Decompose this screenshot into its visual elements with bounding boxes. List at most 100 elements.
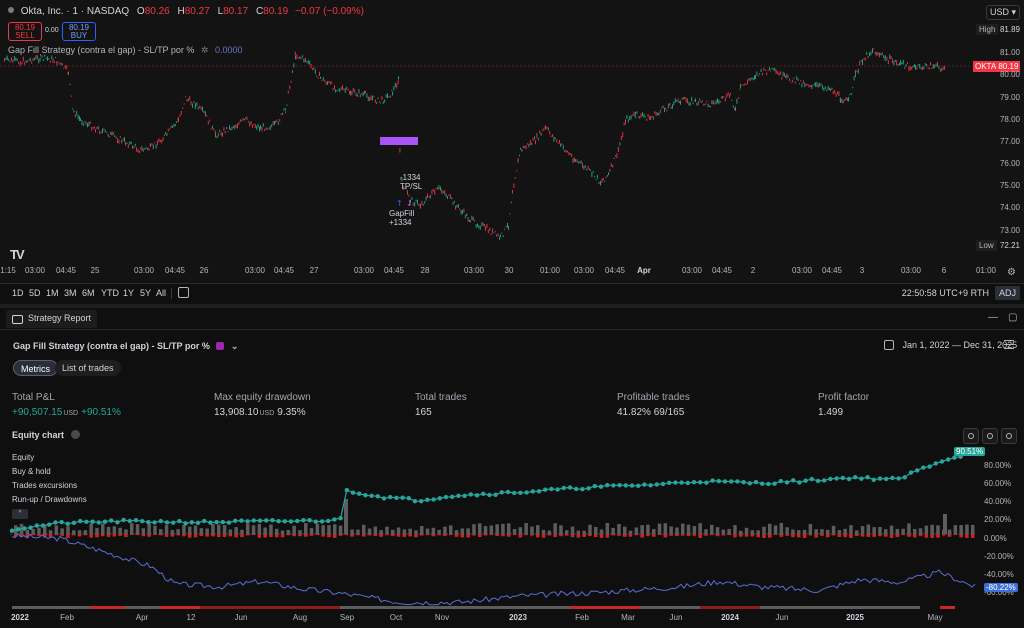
range-6m-button[interactable]: 6M (82, 288, 95, 298)
candle (274, 120, 275, 126)
candle (111, 131, 113, 136)
equity-point (778, 478, 783, 484)
candle (126, 142, 128, 144)
candle (428, 196, 430, 197)
chart-settings-icon[interactable]: ⚙ (1007, 267, 1016, 278)
equity-point (474, 493, 480, 498)
price-chart[interactable]: ↑ ↓ Okta, Inc. · 1 · NASDAQ O80.26 H80.27… (0, 0, 1024, 283)
candle (587, 165, 589, 170)
candle (661, 107, 663, 109)
candle (331, 81, 333, 84)
candle (623, 122, 625, 126)
equity-snapshot-button[interactable] (982, 428, 998, 444)
buy-button[interactable]: 80.19 BUY (62, 22, 96, 41)
candle (912, 65, 914, 68)
range-3m-button[interactable]: 3M (64, 288, 77, 298)
candle (732, 105, 734, 108)
candle (319, 71, 320, 76)
equity-point (791, 478, 796, 483)
maximize-icon[interactable]: ▢ (1008, 312, 1018, 323)
clock-time[interactable]: 22:50:58 UTC+9 (901, 288, 968, 298)
price-candles[interactable]: ↑ ↓ (0, 0, 975, 265)
legend-equity[interactable]: Equity (12, 453, 35, 462)
candle (219, 129, 221, 132)
candle (505, 225, 507, 228)
equity-settings-button[interactable] (963, 428, 979, 444)
runup-bar (594, 527, 598, 534)
candle (214, 130, 216, 134)
candle (500, 234, 501, 237)
tradingview-logo-icon[interactable]: TV (10, 247, 25, 262)
low-label: Low (976, 240, 997, 251)
drawdown-segment (340, 606, 570, 609)
candle (636, 111, 638, 114)
legend-runup-drawdowns[interactable]: Run-up / Drawdowns (12, 495, 87, 504)
currency-selector[interactable]: USD ▾ (985, 5, 1020, 20)
settings-icon[interactable]: ✲ (200, 45, 209, 55)
candle (70, 95, 72, 97)
symbol-title[interactable]: Okta, Inc. · 1 · NASDAQ (20, 6, 130, 17)
runup-bar (943, 514, 947, 534)
range-5y-button[interactable]: 5Y (140, 288, 152, 298)
candle (349, 91, 350, 95)
candle (369, 96, 371, 101)
tab-strategy-report[interactable]: Strategy Report (6, 310, 98, 328)
candle (95, 129, 96, 133)
rth-toggle[interactable]: RTH (970, 288, 989, 298)
chevron-down-icon[interactable]: ⌄ (230, 341, 239, 351)
tab-metrics[interactable]: Metrics (13, 360, 58, 376)
candle (52, 58, 54, 63)
drawdown-bar (913, 534, 917, 538)
equity-x-tick: Oct (389, 613, 403, 622)
strategy-legend[interactable]: Gap Fill Strategy (contra el gap) - SL/T… (8, 45, 243, 56)
range-1y-button[interactable]: 1Y (123, 288, 135, 298)
equity-point (580, 487, 585, 492)
equity-point (853, 475, 858, 480)
runup-bar (524, 523, 528, 534)
candle (352, 88, 354, 92)
candle (49, 60, 51, 63)
menu-icon[interactable] (1002, 337, 1016, 351)
price-axis[interactable]: USD ▾ (978, 0, 1024, 283)
candle (932, 64, 934, 69)
range-ytd-button[interactable]: YTD (101, 288, 119, 298)
equity-fullscreen-button[interactable] (1001, 428, 1017, 444)
drawdown-bar (692, 534, 697, 536)
candle (613, 157, 615, 159)
candle (340, 87, 342, 91)
range-5d-button[interactable]: 5D (29, 288, 41, 298)
candle (197, 107, 199, 110)
legend-collapse-button[interactable]: ^ (12, 509, 28, 519)
runup-bar (588, 524, 592, 534)
candle (217, 132, 219, 137)
candle (256, 125, 258, 130)
drawdown-bar (275, 534, 279, 538)
strategy-title[interactable]: Gap Fill Strategy (contra el gap) - SL/T… (13, 341, 238, 352)
info-icon[interactable] (70, 430, 80, 439)
runup-bar (495, 524, 499, 534)
candle (286, 104, 288, 106)
candle (492, 228, 493, 233)
range-1d-button[interactable]: 1D (12, 288, 24, 298)
candle (411, 196, 413, 200)
sell-button[interactable]: 80.19 SELL (8, 22, 42, 41)
adj-toggle[interactable]: ADJ (994, 286, 1020, 300)
equity-chart[interactable] (0, 440, 980, 612)
tab-list-of-trades[interactable]: List of trades (55, 360, 121, 376)
runup-bar (623, 526, 627, 534)
calendar-icon[interactable] (178, 287, 189, 298)
minimize-icon[interactable]: — (988, 312, 998, 323)
metric-label: Total trades (415, 392, 467, 403)
legend-buy-hold[interactable]: Buy & hold (12, 467, 51, 476)
drawdown-bar (570, 534, 575, 538)
equity-point (939, 459, 945, 464)
range-all-button[interactable]: All (156, 288, 167, 298)
range-1m-button[interactable]: 1M (46, 288, 59, 298)
drawdown-bar (199, 534, 204, 536)
date-range-selector[interactable]: Jan 1, 2022 — Dec 31, 2025 (884, 340, 1017, 350)
candle (130, 141, 132, 144)
legend-trades-excursions[interactable]: Trades excursions (12, 481, 78, 490)
time-tick: 01:00 (539, 266, 561, 275)
candle (884, 56, 886, 62)
time-axis[interactable]: 1:15 03:00 04:45 25 03:00 04:45 26 03:00 04:45 27… (0, 266, 1024, 280)
